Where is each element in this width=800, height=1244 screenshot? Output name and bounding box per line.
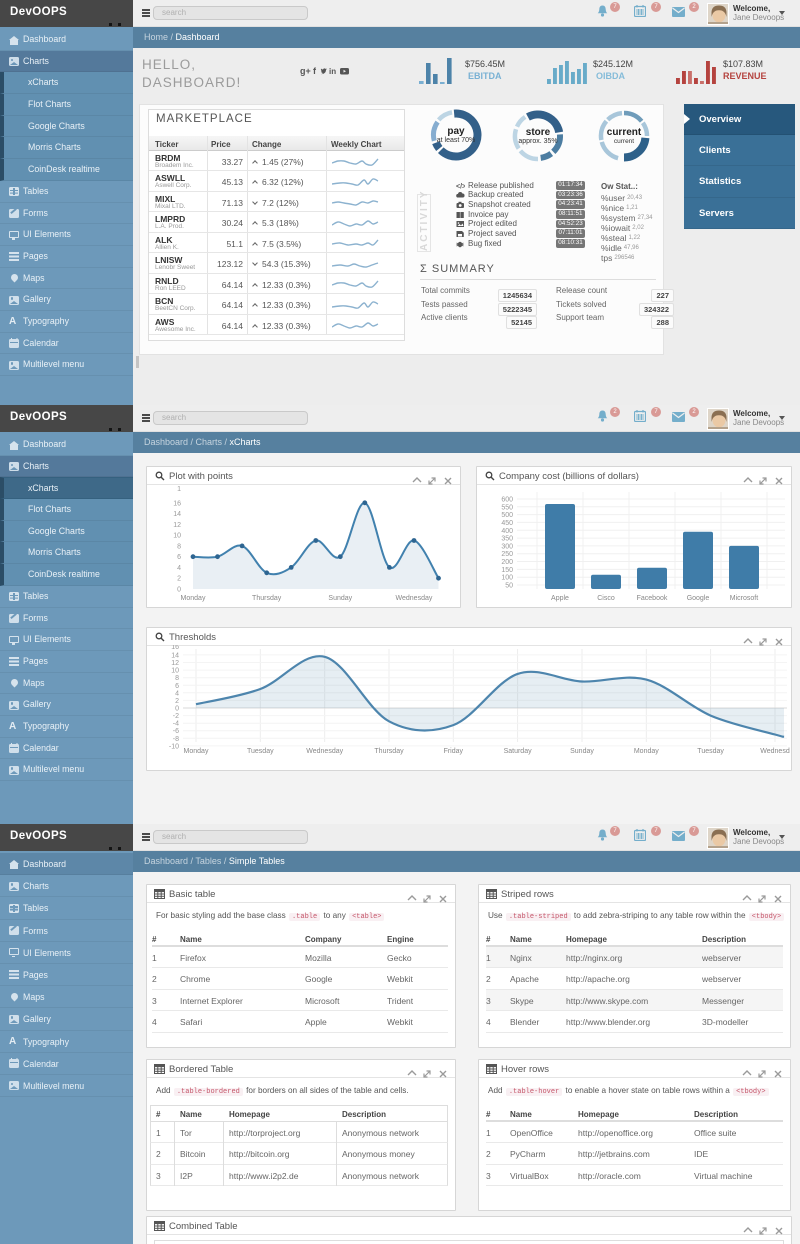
svg-text:250: 250 <box>501 551 513 558</box>
svg-text:2: 2 <box>175 698 179 705</box>
svg-text:14: 14 <box>171 652 179 659</box>
svg-text:Microsoft: Microsoft <box>730 595 758 602</box>
svg-text:14: 14 <box>173 511 181 518</box>
svg-text:Sunday: Sunday <box>570 748 594 755</box>
svg-text:4: 4 <box>177 565 181 572</box>
svg-text:2: 2 <box>177 576 181 583</box>
svg-text:10: 10 <box>173 533 181 540</box>
svg-text:16: 16 <box>171 645 179 651</box>
svg-text:550: 550 <box>501 504 513 511</box>
svg-text:Wednesd: Wednesd <box>760 748 790 755</box>
svg-text:-6: -6 <box>173 728 179 735</box>
svg-text:Thursday: Thursday <box>374 748 404 755</box>
svg-text:-2: -2 <box>173 713 179 720</box>
svg-text:Monday: Monday <box>184 748 209 755</box>
svg-text:Tuesday: Tuesday <box>697 748 724 755</box>
svg-text:Wednesday: Wednesday <box>396 595 433 602</box>
svg-text:0: 0 <box>175 706 179 713</box>
svg-text:4: 4 <box>175 690 179 697</box>
svg-text:in: in <box>329 67 336 76</box>
svg-text:Google: Google <box>687 595 710 602</box>
svg-text:g+: g+ <box>300 66 311 76</box>
svg-text:Tuesday: Tuesday <box>247 748 274 755</box>
svg-text:Cisco: Cisco <box>597 595 615 602</box>
svg-text:12: 12 <box>173 522 181 529</box>
svg-text:Thursday: Thursday <box>252 595 282 602</box>
svg-text:f: f <box>313 66 317 76</box>
svg-text:-8: -8 <box>173 736 179 743</box>
svg-text:300: 300 <box>501 543 513 550</box>
svg-text:Monday: Monday <box>181 595 206 602</box>
svg-text:0: 0 <box>177 587 181 594</box>
svg-text:350: 350 <box>501 536 513 543</box>
svg-text:400: 400 <box>501 528 513 535</box>
svg-text:Saturday: Saturday <box>504 748 533 755</box>
svg-text:100: 100 <box>501 575 513 582</box>
svg-text:1: 1 <box>177 486 181 493</box>
svg-text:Apple: Apple <box>551 595 569 602</box>
svg-text:Facebook: Facebook <box>637 595 668 602</box>
svg-text:16: 16 <box>173 500 181 507</box>
svg-text:-10: -10 <box>169 743 179 750</box>
svg-text:8: 8 <box>175 675 179 682</box>
svg-text:10: 10 <box>171 668 179 675</box>
svg-text:500: 500 <box>501 512 513 519</box>
svg-text:12: 12 <box>171 660 179 667</box>
svg-text:8: 8 <box>177 543 181 550</box>
svg-text:-4: -4 <box>173 721 179 728</box>
svg-text:Wednesday: Wednesday <box>306 748 343 755</box>
svg-text:450: 450 <box>501 520 513 527</box>
svg-text:200: 200 <box>501 559 513 566</box>
svg-text:Friday: Friday <box>444 748 464 755</box>
svg-text:Sunday: Sunday <box>328 595 352 602</box>
svg-text:6: 6 <box>177 554 181 561</box>
svg-text:</>: </> <box>456 183 465 190</box>
svg-text:6: 6 <box>175 683 179 690</box>
svg-text:150: 150 <box>501 567 513 574</box>
svg-text:600: 600 <box>501 497 513 504</box>
svg-text:Monday: Monday <box>634 748 659 755</box>
svg-text:50: 50 <box>505 583 513 590</box>
